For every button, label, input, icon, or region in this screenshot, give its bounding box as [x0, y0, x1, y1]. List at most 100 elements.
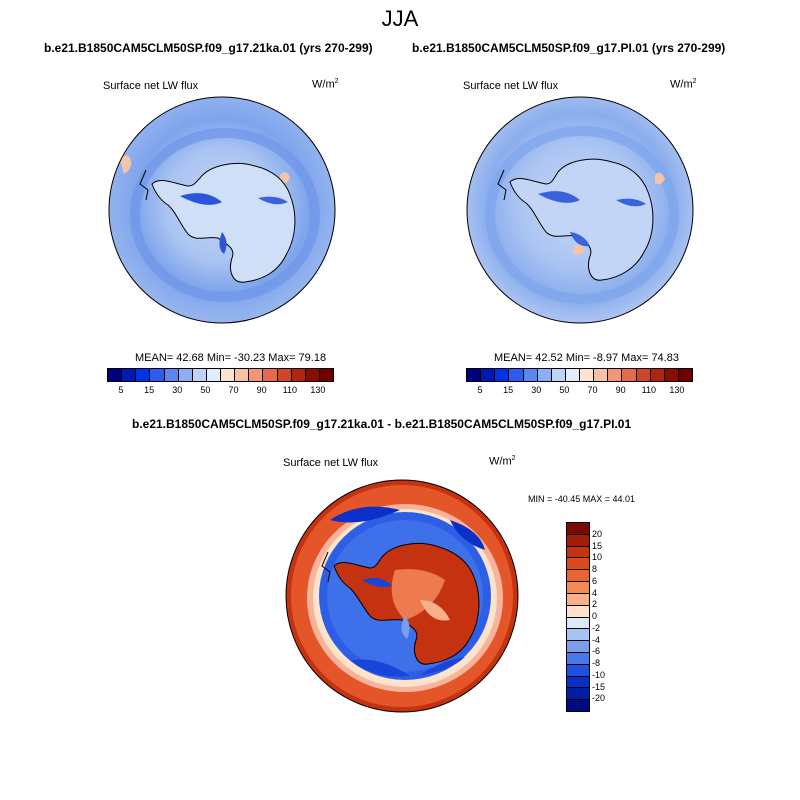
colorbar-tick-label: -8 — [592, 658, 601, 668]
panel1-variable-label: Surface net LW flux — [103, 80, 199, 92]
colorbar-tick-label: 50 — [200, 385, 211, 395]
colorbar-swatch — [221, 369, 236, 381]
colorbar-swatch — [537, 369, 552, 381]
colorbar-swatch — [305, 369, 320, 381]
colorbar-swatch — [263, 369, 278, 381]
colorbar-swatch — [122, 369, 137, 381]
panel2-colorbar — [466, 368, 693, 382]
colorbar-tick-label: 90 — [256, 385, 267, 395]
colorbar-swatch — [108, 369, 123, 381]
colorbar-tick-label: 15 — [144, 385, 155, 395]
colorbar-swatch — [567, 700, 589, 711]
colorbar-swatch — [206, 369, 221, 381]
colorbar-tick-label: 130 — [669, 385, 685, 395]
colorbar-swatch — [567, 593, 589, 606]
colorbar-swatch — [567, 629, 589, 642]
colorbar-swatch — [594, 369, 609, 381]
colorbar-tick-label: -6 — [592, 646, 601, 657]
colorbar-swatch — [567, 558, 589, 571]
colorbar-swatch — [277, 369, 292, 381]
colorbar-tick-label: 130 — [310, 385, 326, 395]
colorbar-swatch — [249, 369, 264, 381]
colorbar-tick-label: 30 — [172, 385, 183, 395]
colorbar-tick-label: 4 — [592, 587, 598, 598]
colorbar-tick-label: 5 — [118, 385, 124, 395]
colorbar-swatch — [136, 369, 151, 381]
colorbar-swatch — [636, 369, 651, 381]
colorbar-swatch — [291, 369, 306, 381]
colorbar-tick-label: 0 — [592, 611, 598, 621]
colorbar-swatch — [150, 369, 165, 381]
colorbar-tick-label: 15 — [503, 385, 514, 395]
diff-variable-label: Surface net LW flux — [283, 457, 379, 469]
colorbar-swatch — [481, 369, 496, 381]
panel1-colorbar-ticks: 5 15 30 50 70 90 110 130 — [107, 385, 332, 397]
colorbar-tick-label: 110 — [282, 385, 297, 395]
colorbar-swatch — [664, 369, 679, 381]
colorbar-swatch — [622, 369, 637, 381]
colorbar-tick-label: -15 — [592, 681, 606, 692]
colorbar-swatch — [567, 652, 589, 665]
colorbar-swatch — [565, 369, 580, 381]
colorbar-tick-label: 6 — [592, 575, 598, 586]
diff-colorbar-ticks: 20 15 10 8 6 4 2 0 -2 -4 -6 -8 -10 -15 -20 — [592, 522, 622, 710]
colorbar-tick-label: 15 — [592, 540, 603, 551]
panel1-stats: MEAN= 42.68 Min= -30.23 Max= 79.18 — [135, 352, 327, 364]
colorbar-tick-label: 5 — [477, 385, 483, 395]
panel2-variable-label: Surface net LW flux — [463, 80, 559, 92]
colorbar-swatch — [567, 676, 589, 689]
colorbar-tick-label: 90 — [615, 385, 626, 395]
colorbar-tick-label: -10 — [592, 669, 606, 680]
colorbar-swatch — [567, 534, 589, 547]
panel1-run-title: b.e21.B1850CAM5CLM50SP.f09_g17.21ka.01 (… — [44, 41, 373, 55]
diff-units: W/m2 — [489, 455, 516, 468]
colorbar-swatch — [567, 523, 589, 535]
colorbar-swatch — [678, 369, 692, 381]
colorbar-swatch — [580, 369, 595, 381]
colorbar-swatch — [567, 688, 589, 701]
colorbar-tick-label: 30 — [531, 385, 542, 395]
colorbar-swatch — [495, 369, 510, 381]
colorbar-swatch — [567, 617, 589, 630]
colorbar-swatch — [567, 641, 589, 653]
colorbar-swatch — [467, 369, 482, 381]
colorbar-swatch — [567, 570, 589, 583]
colorbar-tick-label: 70 — [587, 385, 598, 395]
panel1-colorbar — [107, 368, 334, 382]
diff-colorbar — [566, 522, 590, 712]
colorbar-swatch — [567, 546, 589, 559]
diff-stats: MIN = -40.45 MAX = 44.01 — [528, 494, 636, 504]
panel2-stats: MEAN= 42.52 Min= -8.97 Max= 74.83 — [494, 352, 679, 364]
colorbar-tick-label: 70 — [228, 385, 239, 395]
colorbar-swatch — [523, 369, 538, 381]
colorbar-swatch — [192, 369, 207, 381]
colorbar-swatch — [319, 369, 333, 381]
colorbar-swatch — [164, 369, 179, 381]
figure-title: JJA — [381, 6, 419, 31]
colorbar-tick-label: 8 — [592, 564, 598, 574]
colorbar-tick-label: -20 — [592, 693, 606, 704]
panel2-colorbar-ticks: 5 15 30 50 70 90 110 130 — [466, 385, 691, 397]
colorbar-tick-label: 20 — [592, 528, 603, 539]
panel2-run-title: b.e21.B1850CAM5CLM50SP.f09_g17.PI.01 (yr… — [412, 41, 726, 55]
colorbar-tick-label: -4 — [592, 634, 601, 645]
colorbar-swatch — [509, 369, 524, 381]
colorbar-tick-label: 50 — [559, 385, 570, 395]
panel1-antarctica-outline — [151, 163, 296, 283]
diff-title: b.e21.B1850CAM5CLM50SP.f09_g17.21ka.01 -… — [132, 417, 632, 431]
colorbar-tick-label: 10 — [592, 552, 603, 563]
colorbar-swatch — [178, 369, 193, 381]
colorbar-tick-label: 110 — [641, 385, 656, 395]
colorbar-swatch — [235, 369, 250, 381]
colorbar-tick-label: 2 — [592, 599, 598, 610]
colorbar-swatch — [650, 369, 665, 381]
colorbar-swatch — [551, 369, 566, 381]
colorbar-tick-label: -2 — [592, 622, 601, 633]
panel2-units: W/m2 — [670, 78, 697, 91]
colorbar-swatch — [567, 582, 589, 594]
panel1-units: W/m2 — [312, 78, 339, 91]
colorbar-swatch — [567, 605, 589, 618]
